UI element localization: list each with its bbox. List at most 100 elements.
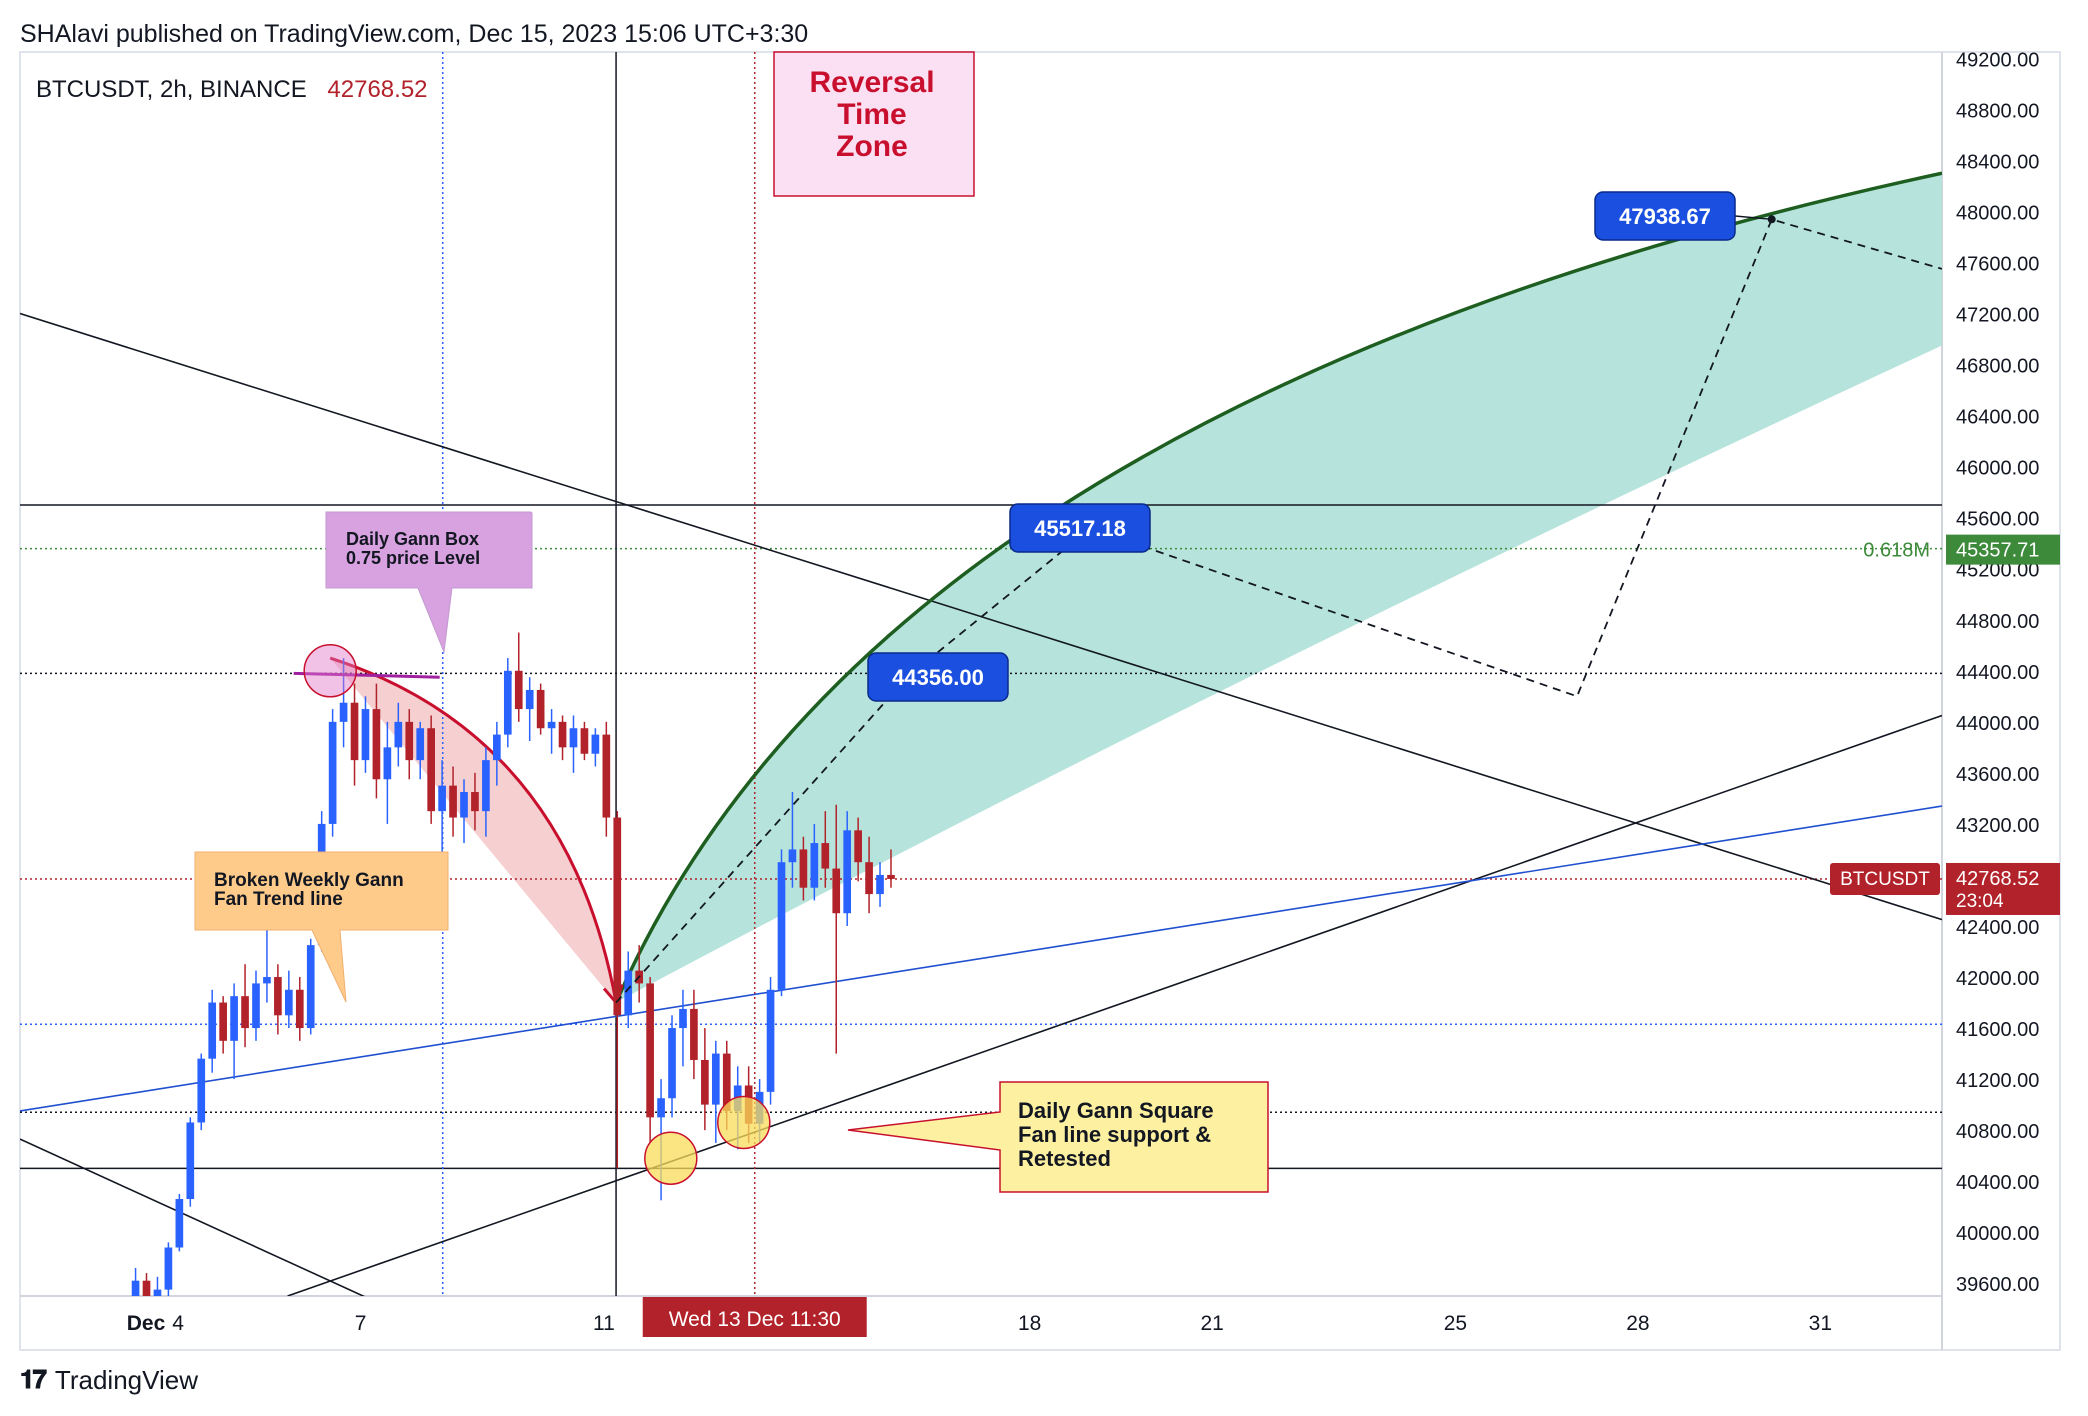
candle-body	[197, 1058, 206, 1123]
candle-body	[295, 989, 304, 1029]
y-tick-label: 40400.00	[1956, 1172, 2039, 1194]
target-label-text: 47938.67	[1619, 204, 1711, 229]
candle-body	[438, 785, 446, 812]
fib-level-badge	[1946, 534, 2060, 565]
candle-body	[679, 1008, 687, 1029]
candle-body	[624, 970, 633, 1016]
cursor-date-label: Wed 13 Dec 11:30	[669, 1308, 841, 1331]
gann-square-callout-text: Daily Gann Square	[1018, 1098, 1214, 1123]
y-tick-label: 47200.00	[1956, 305, 2039, 327]
publisher-header: SHAlavi published on TradingView.com, De…	[20, 20, 809, 48]
y-tick-label: 46400.00	[1956, 407, 2039, 429]
y-tick-label: 42400.00	[1956, 917, 2039, 939]
candle-body	[690, 1008, 698, 1060]
fib-level-badge-text: 45357.71	[1956, 540, 2039, 562]
candle-body	[777, 862, 786, 990]
last-price-badge	[1946, 862, 2060, 915]
candle-body	[230, 996, 238, 1041]
target-label-text: 44356.00	[892, 665, 984, 690]
fib-level-label: 0.618M	[1863, 540, 1930, 562]
candle-body	[285, 989, 293, 1016]
candle-body	[525, 689, 534, 710]
candle-body	[766, 989, 775, 1092]
y-tick-label: 41200.00	[1956, 1070, 2039, 1092]
y-tick-label: 40000.00	[1956, 1223, 2039, 1245]
candle-body	[306, 945, 315, 1029]
candle-body	[788, 849, 797, 863]
candle-body	[646, 983, 654, 1118]
x-tick-label: 31	[1809, 1312, 1832, 1335]
y-tick-label: 46000.00	[1956, 458, 2039, 480]
reversal-zone-text: Zone	[836, 130, 908, 163]
candle-body	[668, 1028, 676, 1099]
y-tick-label: 40800.00	[1956, 1121, 2039, 1143]
y-tick-label: 39600.00	[1956, 1274, 2039, 1296]
candle-body	[383, 747, 392, 780]
candle-body	[328, 721, 337, 824]
chart-frame	[19, 51, 2061, 1351]
gann-box-callout-text: 0.75 price Level	[346, 548, 480, 568]
candle-body	[263, 977, 271, 984]
x-tick-label: 7	[355, 1312, 367, 1335]
candlestick-series	[131, 632, 895, 1296]
candle-body	[865, 862, 873, 895]
vertical-lines	[441, 52, 756, 1296]
x-tick-label: 21	[1200, 1312, 1223, 1335]
y-tick-label: 43200.00	[1956, 815, 2039, 837]
trend-line	[20, 805, 1942, 1112]
candle-body	[799, 849, 808, 888]
symbol-legend: BTCUSDT, 2h, BINANCE 42768.52	[36, 76, 428, 104]
gann-arc-line	[614, 171, 1942, 1004]
y-tick-label: 44000.00	[1956, 713, 2039, 735]
y-tick-label: 45600.00	[1956, 509, 2039, 531]
x-tick-label: 25	[1444, 1312, 1467, 1335]
y-tick-label: 48400.00	[1956, 151, 2039, 173]
tradingview-logo-icon: 𝟏𝟕	[20, 1364, 47, 1394]
candle-body	[701, 1059, 709, 1105]
reversal-zone-box	[773, 51, 975, 197]
candle-body	[394, 721, 403, 748]
projection-path	[615, 218, 1942, 1004]
time-axis[interactable]: Dec 4 7 11 18 21 25 28 31 Wed 13 Dec 11:30	[127, 1297, 1832, 1337]
gann-box-callout-text: Daily Gann Box	[346, 529, 479, 549]
annotation-shapes	[293, 644, 771, 1185]
x-tick-label: 18	[1018, 1312, 1041, 1335]
candle-body	[832, 868, 841, 914]
candle-body	[405, 721, 414, 761]
candle-body	[131, 1280, 140, 1296]
last-price-badge-text: 42768.52	[1956, 868, 2039, 890]
highlight-circle	[303, 644, 357, 698]
candle-body	[427, 728, 435, 812]
candle-body	[482, 760, 490, 812]
candle-body	[810, 843, 819, 888]
cursor-date-badge	[642, 1297, 867, 1337]
footer-brand[interactable]: 𝟏𝟕 TradingView	[20, 1364, 198, 1396]
y-tick-label: 49200.00	[1956, 49, 2039, 71]
candle-body	[657, 1098, 665, 1118]
price-target-labels[interactable]: 47938.67 45517.18 44356.00	[867, 191, 1776, 702]
candle-body	[591, 734, 600, 754]
candle-body	[175, 1199, 184, 1248]
candle-body	[503, 670, 512, 735]
highlight-circle	[644, 1131, 698, 1185]
target-connector	[1734, 215, 1772, 221]
candle-body	[536, 689, 545, 729]
price-axis[interactable]: 49200.00 48800.00 48400.00 48000.00 47600.00…	[1956, 49, 2039, 1296]
candle-body	[711, 1053, 720, 1105]
candle-body	[219, 1002, 227, 1041]
drawing-fills	[330, 173, 1942, 1003]
gann-square-callout	[847, 1081, 1269, 1193]
x-tick-label: 4	[172, 1312, 184, 1335]
symbol-last-price: 42768.52	[327, 76, 428, 103]
x-tick-label: 28	[1626, 1312, 1649, 1335]
candle-body	[372, 709, 381, 780]
candle-body	[613, 817, 622, 1016]
gann-box-callout	[325, 511, 533, 654]
symbol-badge-text: BTCUSDT	[1840, 869, 1930, 890]
candle-body	[493, 734, 501, 761]
y-tick-label: 48000.00	[1956, 202, 2039, 224]
candle-body	[471, 792, 479, 812]
